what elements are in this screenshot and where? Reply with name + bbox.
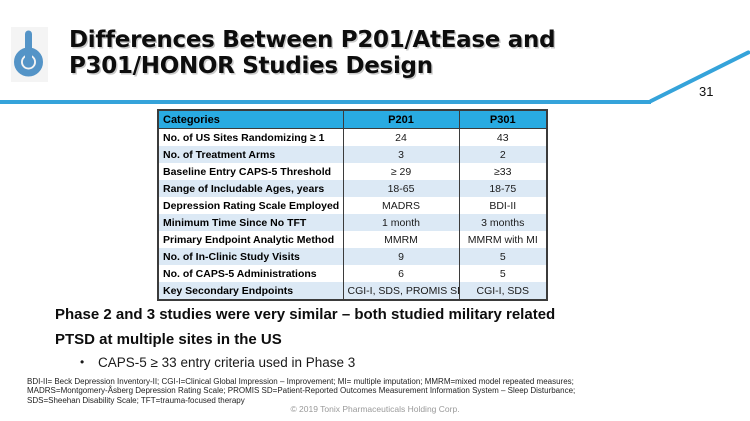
accent-line-horizontal: [0, 100, 651, 104]
table-row: Primary Endpoint Analytic Method MMRM MMRM…: [158, 231, 547, 248]
table-row: Key Secondary Endpoints CGI-I, SDS, PROMI…: [158, 282, 547, 300]
power-icon: [14, 30, 43, 77]
bullet-item: • CAPS-5 ≥ 33 entry criteria used in Phas…: [80, 355, 355, 370]
statement-line-2: PTSD at multiple sites in the US: [55, 331, 282, 348]
table-row: Range of Includable Ages, years 18-65 18-7…: [158, 180, 547, 197]
cell-category: No. of In-Clinic Study Visits: [158, 248, 343, 265]
cell-p301: 43: [458, 128, 547, 146]
cell-category: Minimum Time Since No TFT: [158, 214, 343, 231]
cell-p201: 24: [342, 128, 459, 146]
copyright: © 2019 Tonix Pharmaceuticals Holding Cor…: [290, 404, 460, 414]
cell-p201: CGI-I, SDS, PROMIS SD: [342, 282, 459, 300]
table-header-row: Categories P201 P301: [158, 110, 547, 129]
cell-category: Primary Endpoint Analytic Method: [163, 233, 335, 246]
cell-p201: 3: [342, 146, 459, 163]
cell-p201: 18-65: [342, 180, 459, 197]
col-header-categories: Categories: [158, 110, 343, 129]
cell-p201: MMRM: [342, 231, 459, 248]
cell-p301: 3 months: [458, 214, 547, 231]
cell-p301: CGI-I, SDS: [458, 282, 547, 300]
cell-category: Range of Includable Ages, years: [158, 180, 343, 197]
bullet-text: CAPS-5 ≥ 33 entry criteria used in Phase…: [98, 355, 356, 370]
cell-p301: 5: [458, 248, 547, 265]
cell-category: Depression Rating Scale Employed: [163, 199, 340, 212]
slide-title: Differences Between P201/AtEase and P301/…: [69, 27, 669, 79]
cell-p201: ≥ 29: [342, 163, 459, 180]
cell-p201: 6: [342, 265, 459, 282]
statement-line-1: Phase 2 and 3 studies were very similar …: [55, 306, 556, 323]
cell-p301: MMRM with MI: [458, 231, 547, 248]
summary-statement: Phase 2 and 3 studies were very similar …: [55, 302, 695, 352]
footnote-line-2: MADRS=Montgomery-Åsberg Depression Ratin…: [27, 386, 576, 396]
col-header-p301: P301: [458, 110, 547, 129]
cell-p201: 9: [342, 248, 459, 265]
cell-p301: ≥33: [458, 163, 547, 180]
footnotes: BDI-II= Beck Depression Inventory-II; CG…: [27, 377, 727, 405]
col-header-p201: P201: [342, 110, 459, 129]
cell-p301: 2: [458, 146, 547, 163]
table-row: Baseline Entry CAPS-5 Threshold ≥ 29 ≥33: [158, 163, 547, 180]
cell-p301: BDI-II: [458, 197, 547, 214]
title-line-1: Differences Between P201/AtEase and: [69, 27, 556, 53]
comparison-table: Categories P201 P301 No. of US Sites Ran…: [157, 109, 548, 301]
cell-p301: 18-75: [458, 180, 547, 197]
tonix-logo: [11, 27, 48, 82]
footnote-line-1: BDI-II= Beck Depression Inventory-II; CG…: [27, 377, 574, 386]
table-row: No. of In-Clinic Study Visits 9 5: [158, 248, 547, 265]
cell-category: Baseline Entry CAPS-5 Threshold: [163, 165, 332, 178]
table-row: Depression Rating Scale Employed MADRS BDI…: [158, 197, 547, 214]
cell-category: No. of CAPS-5 Administrations: [163, 267, 317, 280]
footnote-line-3: SDS=Sheehan Disability Scale; TFT=trauma…: [27, 395, 245, 405]
page-number: 31: [699, 84, 714, 99]
title-line-2: P301/HONOR Studies Design: [69, 52, 433, 79]
table-row: No. of Treatment Arms 3 2: [158, 146, 547, 163]
bullet-icon: •: [80, 355, 85, 369]
table-row: No. of CAPS-5 Administrations 6 5: [158, 265, 547, 282]
cell-category: No. of Treatment Arms: [158, 146, 343, 163]
table-row: No. of US Sites Randomizing ≥ 1 24 43: [158, 128, 547, 146]
cell-p201: 1 month: [342, 214, 459, 231]
cell-p301: 5: [458, 265, 547, 282]
cell-category: Key Secondary Endpoints: [158, 282, 343, 300]
cell-category: No. of US Sites Randomizing ≥ 1: [163, 131, 325, 144]
table-row: Minimum Time Since No TFT 1 month 3 months: [158, 214, 547, 231]
cell-p201: MADRS: [342, 197, 459, 214]
